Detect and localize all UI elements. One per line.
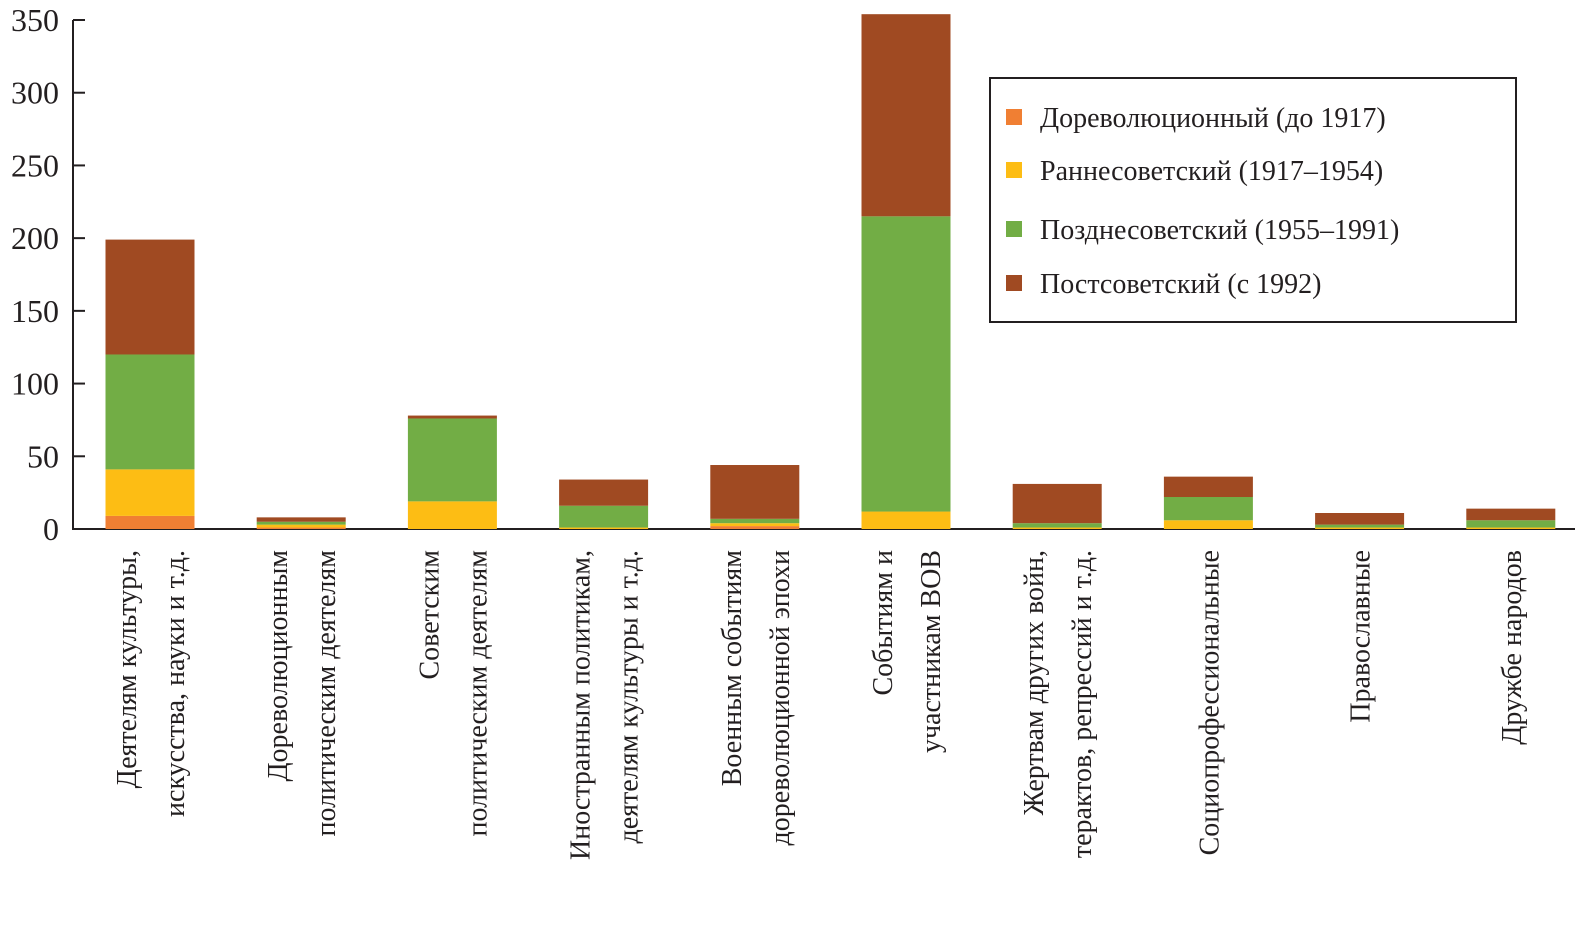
bar-segment — [407, 415, 497, 419]
bar-segment — [1163, 497, 1253, 521]
x-tick-label: терактов, репрессий и т.д. — [1067, 550, 1098, 858]
bar-segment — [861, 216, 951, 512]
bar-segment — [407, 418, 497, 502]
legend-label: Дореволюционный (до 1917) — [1040, 103, 1386, 134]
bar-segment — [1012, 483, 1102, 524]
x-tick-label: политическим деятелям — [462, 550, 493, 837]
bar-segment — [256, 517, 346, 522]
legend-box — [989, 77, 1517, 323]
bar-segment — [105, 354, 195, 470]
y-tick-label: 350 — [11, 2, 59, 38]
x-tick-label: участникам ВОВ — [916, 550, 947, 753]
bar-segment — [1315, 527, 1405, 529]
bar-segment — [861, 14, 951, 217]
legend-label: Раннесоветский (1917–1954) — [1040, 156, 1383, 187]
x-tick-label: дореволюционной эпохи — [765, 550, 796, 845]
x-tick-label: деятелям культуры и т.д. — [614, 550, 645, 843]
x-tick-label: Советским — [414, 550, 445, 680]
bar-segment — [407, 501, 497, 529]
bar-segment — [256, 527, 346, 529]
bar-segment — [1315, 524, 1405, 528]
bar-segment — [1466, 527, 1556, 529]
bar-segment — [1012, 523, 1102, 528]
bars — [105, 14, 1556, 529]
x-tick-label: Жертвам других войн, — [1019, 550, 1050, 815]
x-tick-label: искусства, науки и т.д. — [160, 550, 191, 817]
bar-segment — [256, 524, 346, 528]
bar-segment — [1466, 508, 1556, 521]
y-tick-label: 300 — [11, 75, 59, 111]
bar-segment — [105, 239, 195, 355]
x-axis-labels: Деятелям культуры, искусства, науки и т.д… — [112, 550, 1528, 860]
bar-segment — [105, 469, 195, 516]
y-tick-label: 100 — [11, 366, 59, 402]
legend-swatch — [1006, 109, 1022, 125]
y-tick-label: 200 — [11, 220, 59, 256]
x-tick-label: Событиям и — [868, 550, 899, 696]
x-tick-label: Иностранным политикам, — [566, 550, 597, 860]
bar-segment — [105, 515, 195, 529]
bar-segment — [1163, 520, 1253, 529]
bar-segment — [710, 526, 800, 529]
bar-segment — [861, 511, 951, 529]
bar-segment — [1466, 520, 1556, 528]
y-tick-label: 150 — [11, 293, 59, 329]
bar-segment — [559, 505, 649, 528]
legend-label: Постсоветский (с 1992) — [1040, 269, 1322, 300]
legend-swatch — [1006, 162, 1022, 178]
y-tick-label: 50 — [27, 438, 59, 474]
legend-swatch — [1006, 275, 1022, 291]
y-tick-label: 250 — [11, 147, 59, 183]
bar-segment — [710, 465, 800, 519]
bar-segment — [710, 523, 800, 527]
bar-segment — [710, 518, 800, 524]
x-tick-label: Военным событиям — [717, 550, 748, 787]
bar-segment — [559, 479, 649, 506]
bar-segment — [256, 521, 346, 525]
x-tick-label: Деятелям культуры, — [112, 550, 143, 788]
bar-segment — [559, 527, 649, 529]
x-tick-label: Дружбе народов — [1497, 550, 1528, 745]
bar-segment — [1315, 513, 1405, 525]
x-tick-label: Социопрофессиональные — [1194, 550, 1225, 855]
x-tick-label: Дореволюционным — [263, 550, 294, 782]
x-tick-label: Православные — [1346, 550, 1377, 723]
bar-segment — [1163, 476, 1253, 498]
legend: Дореволюционный (до 1917) Раннесоветский … — [989, 77, 1517, 323]
legend-label: Позднесоветский (1955–1991) — [1040, 215, 1399, 246]
legend-swatch — [1006, 221, 1022, 237]
y-tick-label: 0 — [43, 511, 59, 547]
x-tick-label: политическим деятелям — [311, 550, 342, 837]
bar-segment — [1012, 527, 1102, 529]
